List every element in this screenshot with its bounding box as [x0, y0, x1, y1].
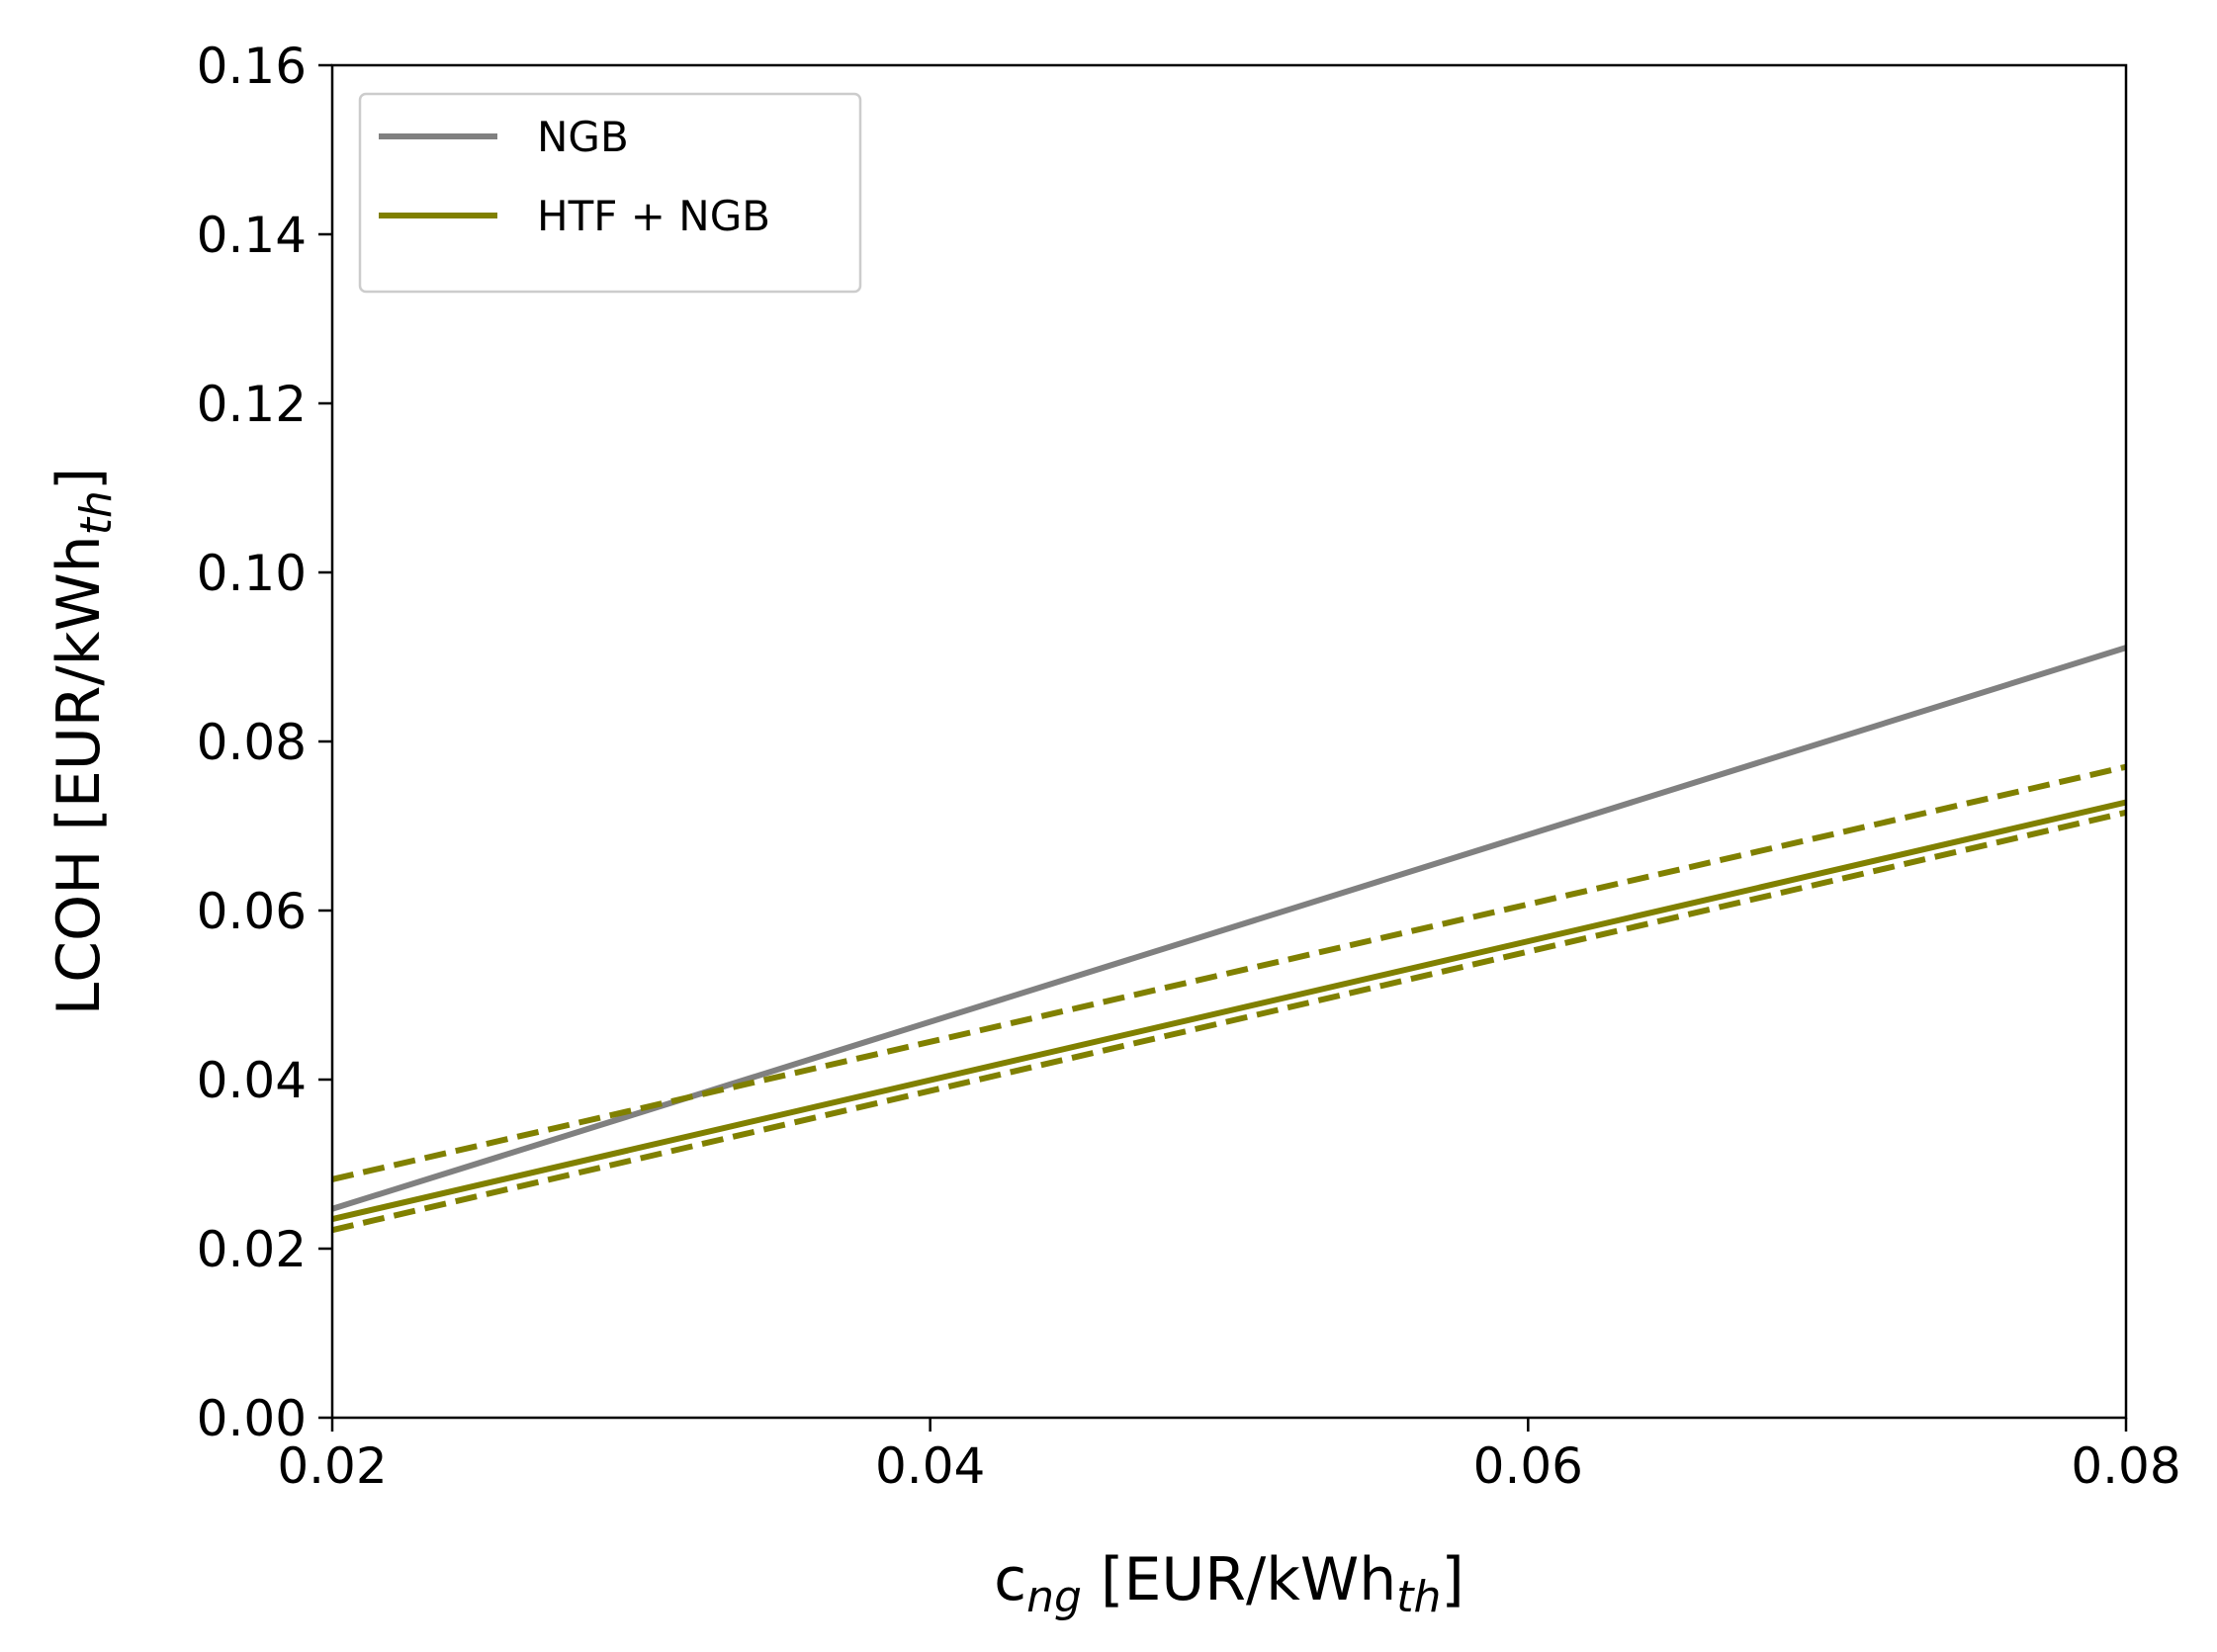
xlabel-part: [EUR/kWh — [1082, 1545, 1396, 1614]
y-tick-label: 0.02 — [197, 1221, 307, 1278]
xlabel-part: ] — [1441, 1545, 1463, 1614]
x-tick-label: 0.06 — [1473, 1437, 1583, 1495]
ylabel-part: ] — [44, 468, 114, 490]
series-line — [332, 763, 2126, 1182]
y-tick-label: 0.04 — [197, 1052, 307, 1109]
legend-label: HTF + NGB — [537, 192, 770, 240]
y-tick-label: 0.00 — [197, 1390, 307, 1447]
series-line — [332, 809, 2126, 1234]
y-tick-label: 0.10 — [197, 545, 307, 602]
x-tick-label: 0.04 — [875, 1437, 985, 1495]
xlabel-part: th — [1396, 1572, 1441, 1622]
ylabel-part: th — [71, 490, 122, 535]
y-tick-label: 0.08 — [197, 714, 307, 771]
xlabel-part: c — [994, 1545, 1026, 1614]
series-line — [332, 799, 2126, 1222]
y-tick-label: 0.16 — [197, 38, 307, 95]
xlabel-label: cng [EUR/kWhth] — [994, 1545, 1464, 1622]
y-tick-label: 0.14 — [197, 207, 307, 264]
y-tick-label: 0.06 — [197, 883, 307, 940]
xlabel-part: ng — [1026, 1572, 1082, 1622]
series-line — [332, 645, 2126, 1212]
x-tick-label: 0.02 — [277, 1437, 387, 1495]
legend-box — [358, 92, 862, 294]
legend-label: NGB — [537, 113, 629, 161]
ylabel-label: LCOH [EUR/kWhth] — [44, 468, 122, 1016]
x-tick-label: 0.08 — [2071, 1437, 2180, 1495]
y-tick-label: 0.12 — [197, 376, 307, 433]
ylabel-part: LCOH [EUR/kWh — [44, 535, 114, 1015]
